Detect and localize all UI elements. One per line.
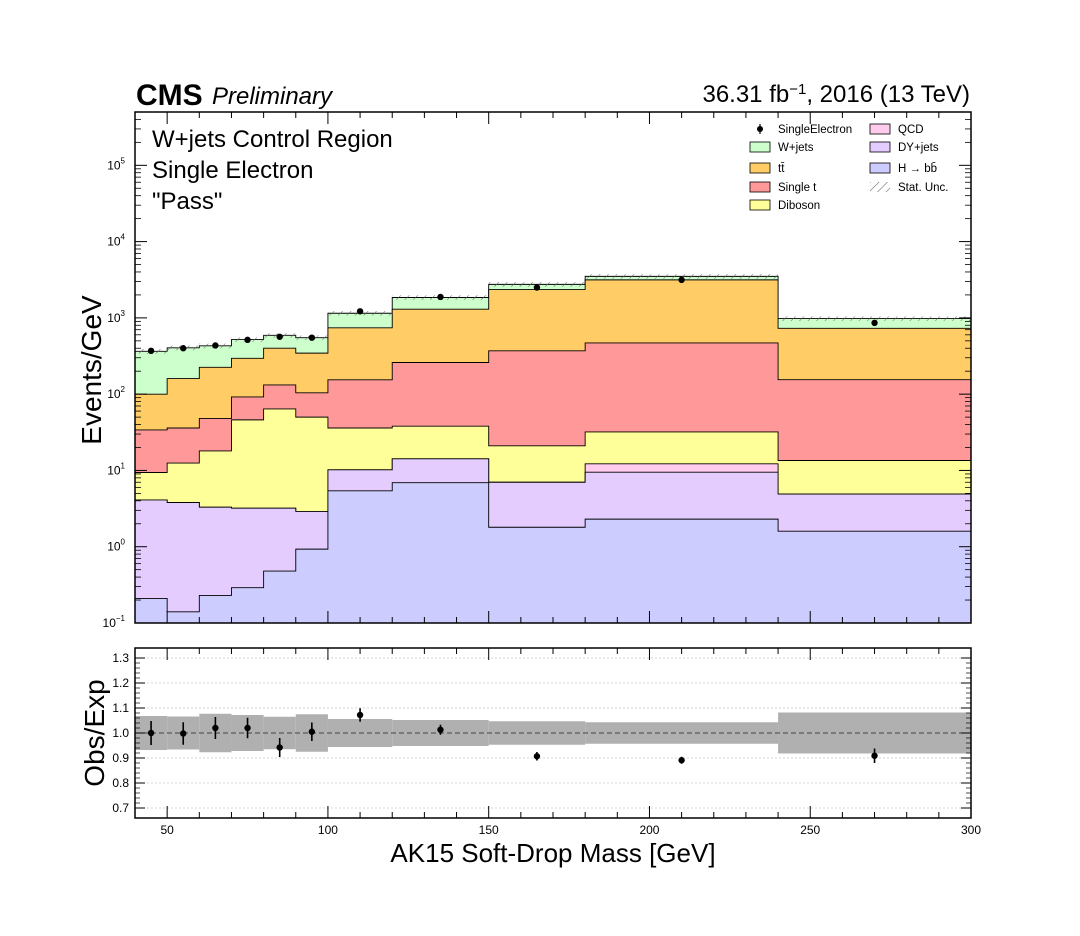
ratio-y-tick-label: 0.8 [112,776,129,790]
y-tick-label: 10−1 [103,614,126,630]
data-point [533,284,541,291]
ratio-point [533,753,541,760]
ratio-point [678,757,685,764]
y-tick-exp: 3 [121,309,126,318]
ratio-y-tick-label: 0.9 [112,751,129,765]
legend-label: H → bb̄ [898,162,937,175]
y-tick-label: 104 [107,233,125,249]
data-point [308,334,316,341]
legend-swatch [749,199,771,211]
data-point [356,308,364,315]
stat-unc-band [585,274,779,279]
y-tick-exp: 2 [121,385,126,394]
legend-label: Diboson [778,200,820,212]
legend: SingleElectron W+jets tt̄ Single t Diboson QC… [749,123,949,212]
legend-label: tt̄ [778,163,785,175]
legend-swatch [869,141,891,153]
y-tick-exp: 0 [121,538,126,547]
x-tick-label: 100 [318,823,338,837]
region-line-1: W+jets Control Region [152,126,393,153]
y-tick-label: 103 [107,309,125,325]
ratio-point [437,726,444,733]
ratio-y-axis-label: Obs/Exp [79,679,110,786]
histogram-h-bb [134,482,972,624]
y-tick-base: 10 [107,463,121,477]
ratio-y-tick-label: 1.3 [112,651,129,665]
y-tick-label: 102 [107,385,125,401]
y-axis-label: Events/GeV [76,295,107,445]
data-point [276,333,283,340]
stat-unc-band [778,316,971,321]
legend-label: W+jets [778,142,814,154]
ratio-point [244,724,251,732]
legend-label: Stat. Unc. [898,182,949,194]
luminosity-label: 36.31 fb−1, 2016 (13 TeV) [702,81,970,109]
legend-swatch [749,162,771,174]
region-line-2: Single Electron [152,157,313,184]
x-tick-label: 200 [639,823,659,837]
x-tick-label: 300 [961,823,981,837]
ratio-panel: 0.7 0.8 0.9 1.0 1.1 1.2 1.3 50 100 150 200 250 300 [112,648,981,837]
legend-swatch-hatch [870,182,890,192]
y-tick-exp: −1 [116,614,126,623]
ratio-point [276,744,283,751]
data-point [147,347,155,355]
ratio-y-tick-label: 0.7 [112,801,129,815]
y-tick-exp: 5 [121,156,126,165]
x-tick-label: 50 [160,823,174,837]
y-tick-base: 10 [107,158,121,172]
ratio-point [212,724,219,732]
x-tick-label: 250 [800,823,820,837]
y-tick-base: 10 [107,540,121,554]
region-line-3: "Pass" [152,188,222,215]
ratio-point [180,730,187,737]
ratio-frame [134,647,972,819]
legend-label: Single t [778,182,817,194]
y-tick-exp: 1 [121,461,126,470]
ratio-point [356,711,364,719]
ratio-y-tick-label: 1.2 [112,676,129,690]
legend-swatch [749,181,771,193]
data-point [180,345,187,352]
legend-swatch [749,141,771,153]
experiment-label: CMS [136,79,203,112]
y-tick-label: 101 [107,461,125,477]
legend-marker-data [757,126,763,132]
legend-swatch [869,162,891,174]
ratio-point [871,752,878,759]
y-tick-label: 100 [107,538,125,554]
data-point [244,336,251,344]
legend-label: QCD [898,124,924,136]
ratio-y-tick-label: 1.1 [112,701,129,715]
data-point [871,319,878,327]
data-point [437,293,444,301]
y-tick-base: 10 [107,311,121,325]
y-tick-base: 10 [103,616,117,630]
ratio-point [147,729,155,737]
y-tick-label: 105 [107,156,125,172]
x-axis-label: AK15 Soft-Drop Mass [GeV] [390,838,715,868]
y-tick-base: 10 [107,387,121,401]
x-tick-label: 150 [479,823,499,837]
legend-label: DY+jets [898,142,939,154]
data-point [212,342,219,349]
legend-swatch [869,123,891,135]
legend-label: SingleElectron [778,124,852,136]
y-tick-exp: 4 [121,233,126,242]
data-point [678,276,685,284]
main-frame [134,111,972,624]
y-tick-base: 10 [107,235,121,249]
status-label: Preliminary [212,83,334,110]
ratio-point [308,728,316,735]
ratio-y-tick-label: 1.0 [112,726,129,740]
